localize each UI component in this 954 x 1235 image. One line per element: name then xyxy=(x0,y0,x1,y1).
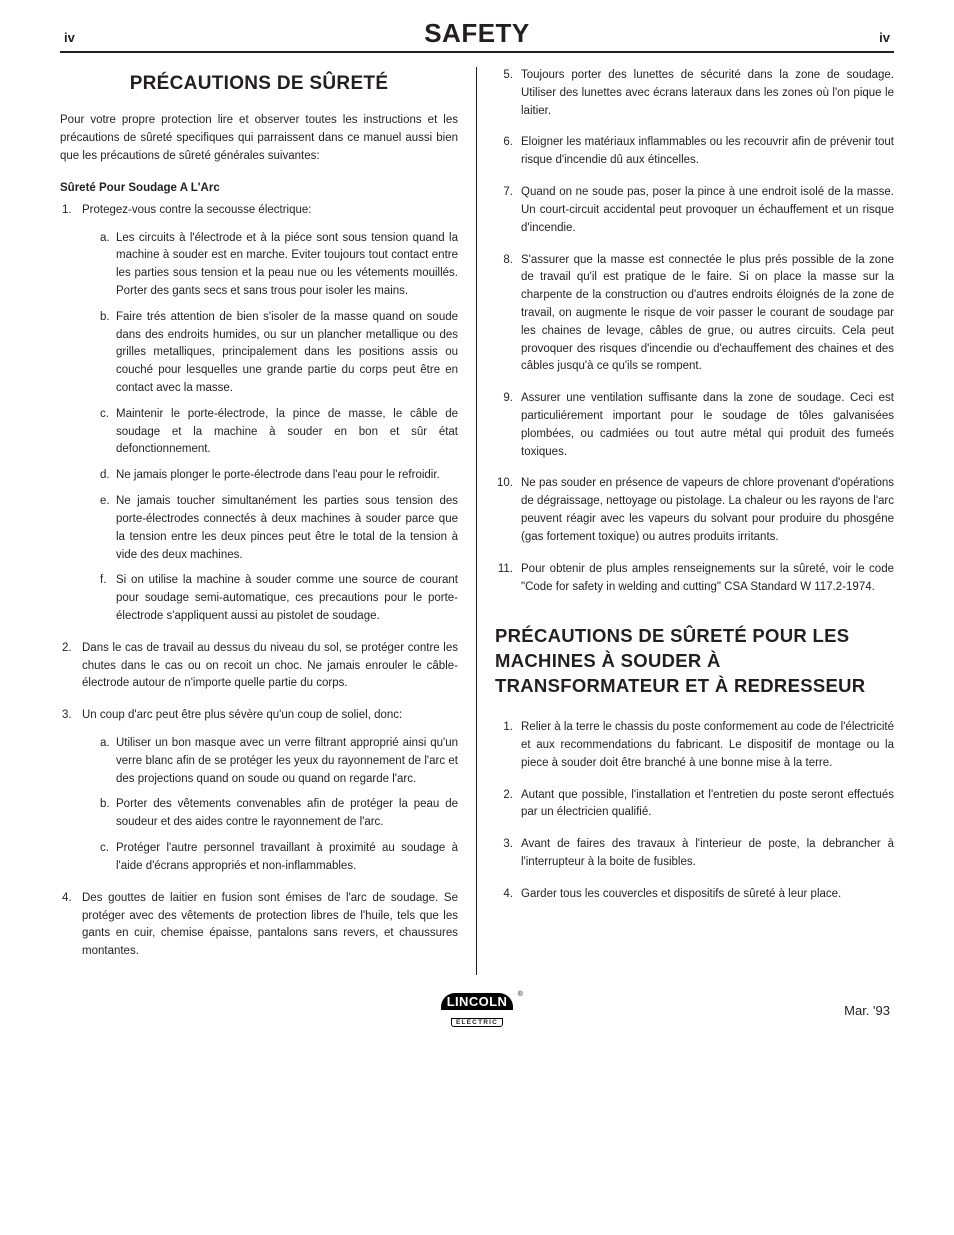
sub-list-item: d. Ne jamais plonger le porte-électrode d… xyxy=(100,467,458,485)
sub-letter: b. xyxy=(100,796,110,814)
sub-text: Maintenir le porte-électrode, la pince d… xyxy=(116,408,458,456)
sub-letter: d. xyxy=(100,467,110,485)
sub-text: Protéger l'autre personnel travaillant à… xyxy=(116,842,458,872)
sub-list-item: a. Les circuits à l'électrode et à la pié… xyxy=(100,230,458,301)
list-text: Eloigner les matériaux inflammables ou l… xyxy=(521,136,894,166)
sub-letter: c. xyxy=(100,406,109,424)
sub-text: Ne jamais plonger le porte-électrode dan… xyxy=(116,469,440,481)
left-subheading: Sûreté Pour Soudage A L'Arc xyxy=(60,180,458,198)
right-bottom-list: 1. Relier à la terre le chassis du poste … xyxy=(495,719,894,904)
right-bottom-heading: PRÉCAUTIONS DE SÛRETÉ POUR LES MACHINES … xyxy=(495,624,894,699)
list-text: Assurer une ventilation suffisante dans … xyxy=(521,392,894,457)
right-top-list: 5. Toujours porter des lunettes de sécuri… xyxy=(495,67,894,596)
list-text: Toujours porter des lunettes de sécurité… xyxy=(521,69,894,117)
list-item: 11. Pour obtenir de plus amples renseigne… xyxy=(495,561,894,597)
list-item: 3. Avant de faires des travaux à l'interi… xyxy=(495,836,894,872)
list-number: 11. xyxy=(497,561,513,579)
list-item: 2. Autant que possible, l'installation et… xyxy=(495,787,894,823)
footer-date: Mar. '93 xyxy=(770,1003,890,1018)
list-item: 1. Relier à la terre le chassis du poste … xyxy=(495,719,894,772)
list-text: Dans le cas de travail au dessus du nive… xyxy=(82,642,458,690)
sub-list: a. Les circuits à l'électrode et à la pié… xyxy=(82,230,458,626)
sub-text: Utiliser un bon masque avec un verre fil… xyxy=(116,737,458,785)
content-columns: PRÉCAUTIONS DE SÛRETÉ Pour votre propre … xyxy=(60,67,894,975)
sub-letter: c. xyxy=(100,840,109,858)
list-number: 2. xyxy=(62,640,72,658)
sub-list: a. Utiliser un bon masque avec un verre f… xyxy=(82,735,458,876)
list-text: Des gouttes de laitier en fusion sont ém… xyxy=(82,892,458,957)
list-number: 10. xyxy=(497,475,513,493)
page-number-right: iv xyxy=(879,30,890,45)
sub-list-item: b. Faire trés attention de bien s'isoler … xyxy=(100,309,458,398)
brand-logo-bottom: ELECTRIC xyxy=(451,1018,503,1027)
list-text: Autant que possible, l'installation et l… xyxy=(521,789,894,819)
left-heading: PRÉCAUTIONS DE SÛRETÉ xyxy=(60,69,458,98)
page-number-left: iv xyxy=(64,30,75,45)
list-number: 5. xyxy=(497,67,513,85)
sub-letter: e. xyxy=(100,493,110,511)
list-text: Relier à la terre le chassis du poste co… xyxy=(521,721,894,769)
sub-text: Faire trés attention de bien s'isoler de… xyxy=(116,311,458,394)
left-column: PRÉCAUTIONS DE SÛRETÉ Pour votre propre … xyxy=(60,67,477,975)
list-number: 1. xyxy=(497,719,513,737)
list-item: 9. Assurer une ventilation suffisante dan… xyxy=(495,390,894,461)
list-item: 2. Dans le cas de travail au dessus du ni… xyxy=(60,640,458,693)
list-number: 3. xyxy=(62,707,72,725)
list-item: 8. S'assurer que la masse est connectée l… xyxy=(495,252,894,377)
list-text: Ne pas souder en présence de vapeurs de … xyxy=(521,477,894,542)
list-number: 3. xyxy=(497,836,513,854)
left-list: 1. Protegez-vous contre la secousse élect… xyxy=(60,202,458,961)
sub-list-item: b. Porter des vêtements convenables afin … xyxy=(100,796,458,832)
sub-letter: a. xyxy=(100,230,110,248)
list-item: 1. Protegez-vous contre la secousse élect… xyxy=(60,202,458,626)
list-text: Un coup d'arc peut être plus sévère qu'u… xyxy=(82,709,402,721)
brand-logo-top: LINCOLN xyxy=(441,993,514,1010)
list-item: 3. Un coup d'arc peut être plus sévère qu… xyxy=(60,707,458,876)
sub-list-item: e. Ne jamais toucher simultanément les pa… xyxy=(100,493,458,564)
list-number: 6. xyxy=(497,134,513,152)
sub-list-item: a. Utiliser un bon masque avec un verre f… xyxy=(100,735,458,788)
sub-text: Porter des vêtements convenables afin de… xyxy=(116,798,458,828)
list-number: 1. xyxy=(62,202,72,220)
sub-text: Ne jamais toucher simultanément les part… xyxy=(116,495,458,560)
sub-list-item: f. Si on utilise la machine à souder comm… xyxy=(100,572,458,625)
list-text: Protegez-vous contre la secousse électri… xyxy=(82,204,311,216)
sub-list-item: c. Maintenir le porte-électrode, la pince… xyxy=(100,406,458,459)
list-number: 4. xyxy=(497,886,513,904)
sub-letter: b. xyxy=(100,309,110,327)
page-footer: LINCOLN ELECTRIC Mar. '93 xyxy=(60,993,894,1029)
list-item: 4. Des gouttes de laitier en fusion sont … xyxy=(60,890,458,961)
list-number: 8. xyxy=(497,252,513,270)
page-header: iv SAFETY iv xyxy=(60,18,894,53)
list-text: Avant de faires des travaux à l'interieu… xyxy=(521,838,894,868)
sub-letter: a. xyxy=(100,735,110,753)
brand-logo: LINCOLN ELECTRIC xyxy=(431,993,523,1029)
list-item: 7. Quand on ne soude pas, poser la pince … xyxy=(495,184,894,237)
list-item: 5. Toujours porter des lunettes de sécuri… xyxy=(495,67,894,120)
sub-letter: f. xyxy=(100,572,106,590)
list-number: 7. xyxy=(497,184,513,202)
list-text: Garder tous les couvercles et dispositif… xyxy=(521,888,841,900)
left-intro: Pour votre propre protection lire et obs… xyxy=(60,112,458,165)
list-text: S'assurer que la masse est connectée le … xyxy=(521,254,894,373)
list-number: 4. xyxy=(62,890,72,908)
list-number: 9. xyxy=(497,390,513,408)
sub-text: Les circuits à l'électrode et à la piéce… xyxy=(116,232,458,297)
right-column: 5. Toujours porter des lunettes de sécuri… xyxy=(477,67,894,975)
list-text: Quand on ne soude pas, poser la pince à … xyxy=(521,186,894,234)
list-number: 2. xyxy=(497,787,513,805)
list-text: Pour obtenir de plus amples renseignemen… xyxy=(521,563,894,593)
sub-list-item: c. Protéger l'autre personnel travaillant… xyxy=(100,840,458,876)
page-title: SAFETY xyxy=(424,18,530,49)
sub-text: Si on utilise la machine à souder comme … xyxy=(116,574,458,622)
list-item: 4. Garder tous les couvercles et disposit… xyxy=(495,886,894,904)
list-item: 10. Ne pas souder en présence de vapeurs … xyxy=(495,475,894,546)
list-item: 6. Eloigner les matériaux inflammables ou… xyxy=(495,134,894,170)
